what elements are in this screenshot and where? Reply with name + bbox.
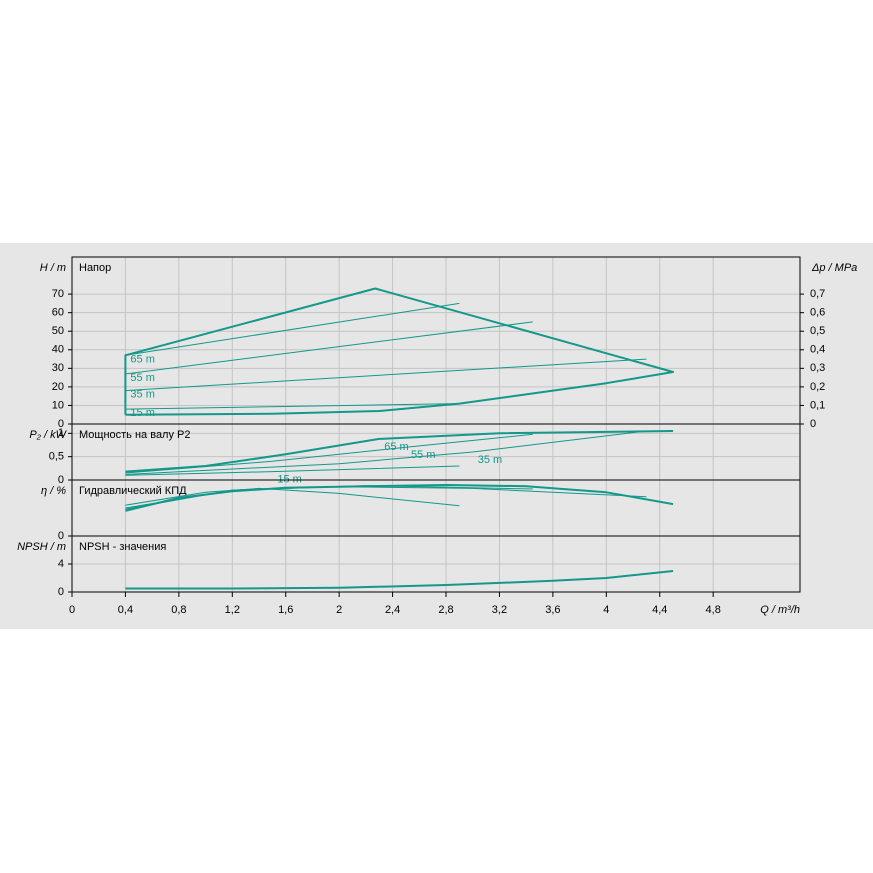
curve [124,287,675,416]
y-axis-label: NPSH / m [17,541,66,553]
y2-tick-label: 0,1 [810,399,825,411]
y-tick-label: 30 [52,362,64,374]
x-tick-label: 2,4 [385,604,400,616]
panel-frame [71,535,801,593]
curve-label: 35 m [478,454,502,466]
curve [125,487,460,507]
x-tick-label: 0 [69,604,75,616]
curve-label: 65 m [384,441,408,453]
y2-tick-label: 0,6 [810,307,825,319]
y-tick-label: 60 [52,307,64,319]
curve [125,430,647,475]
y-tick-label: 4 [58,558,64,570]
curve-label: 55 m [411,449,435,461]
y-tick-label: 0 [58,586,64,598]
y2-tick-label: 0,4 [810,344,825,356]
y2-axis-label: Δp / MPa [811,262,857,274]
y-tick-label: 20 [52,381,64,393]
y2-tick-label: 0 [810,418,816,430]
y-tick-label: 10 [52,399,64,411]
curve [125,403,460,410]
curve [125,486,647,509]
y-tick-label: 1 [58,427,64,439]
x-tick-label: 1,6 [278,604,293,616]
panel-title: Гидравлический КПД [79,485,187,497]
curve [125,430,674,473]
curve [125,321,533,375]
x-tick-label: 1,2 [225,604,240,616]
panel-title: Мощность на валу P2 [79,429,191,441]
y-tick-label: 0 [58,418,64,430]
y-tick-label: 50 [52,325,64,337]
x-tick-label: 4 [603,604,609,616]
x-tick-label: 0,8 [171,604,186,616]
y2-tick-label: 0,5 [810,325,825,337]
y-tick-label: 0 [58,474,64,486]
curve-label: 15 m [130,407,154,419]
y-tick-label: 70 [52,288,64,300]
x-axis-label: Q / m³/h [760,604,800,616]
curve [125,358,647,392]
curve [125,465,460,476]
y-axis-label: P₂ / kW [29,429,67,441]
x-tick-label: 0,4 [118,604,133,616]
curve [125,302,460,356]
y-axis-label: H / m [40,262,66,274]
y2-tick-label: 0,7 [810,288,825,300]
x-tick-label: 4,8 [706,604,721,616]
curve-label: 35 m [130,389,154,401]
curve-label: 55 m [130,372,154,384]
x-tick-label: 3,6 [545,604,560,616]
x-tick-label: 2 [336,604,342,616]
y-tick-label: 0,5 [49,451,64,463]
panel-title: Напор [79,262,111,274]
y-axis-label: η / % [41,485,66,497]
curve [125,570,674,590]
curve-label: 65 m [130,353,154,365]
x-tick-label: 3,2 [492,604,507,616]
panel-title: NPSH - значения [79,541,166,553]
y-tick-label: 40 [52,344,64,356]
x-tick-label: 2,8 [438,604,453,616]
y-tick-label: 0 [58,530,64,542]
curve [125,433,533,474]
y2-tick-label: 0,3 [810,362,825,374]
y2-tick-label: 0,2 [810,381,825,393]
x-tick-label: 4,4 [652,604,667,616]
